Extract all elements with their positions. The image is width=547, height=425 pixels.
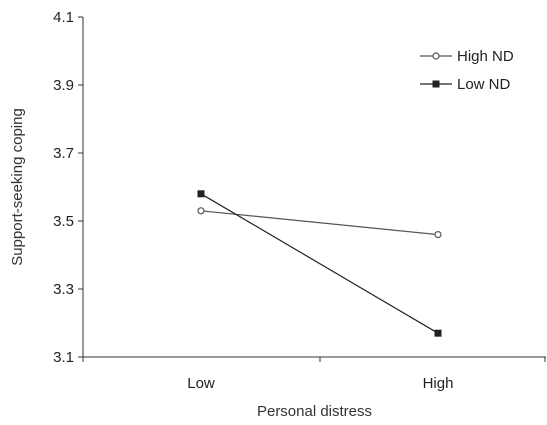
y-tick-label: 3.5 [53,213,74,230]
y-tick-label: 3.9 [53,77,74,94]
series-line-2 [200,193,439,334]
series-line-1 [200,210,439,236]
x-tick-label: High [423,375,454,392]
axes [82,17,546,358]
data-point [197,207,205,215]
x-tick-label: Low [187,375,215,392]
legend-item: Low ND [420,76,511,93]
legend-marker [432,52,440,60]
legend: High ND Low ND [420,48,514,93]
data-point [434,329,442,337]
data-point [197,190,205,198]
x-axis-title: Personal distress [257,403,372,420]
axis-ticks: 3.1 3.3 3.5 3.7 3.9 4.1 Low High [53,9,546,392]
data-point [434,231,442,239]
legend-label: High ND [457,48,514,65]
y-tick-label: 3.7 [53,145,74,162]
legend-label: Low ND [457,76,511,93]
y-tick-label: 3.1 [53,349,74,366]
series-lines [197,190,442,337]
legend-item: High ND [420,48,514,65]
legend-marker [432,80,440,88]
y-tick-label: 4.1 [53,9,74,26]
y-tick-label: 3.3 [53,281,74,298]
y-axis-title: Support-seeking coping [9,108,26,266]
